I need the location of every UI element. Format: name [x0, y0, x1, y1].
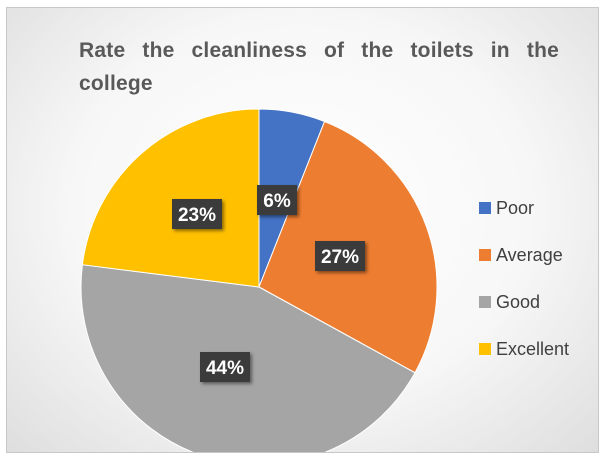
- pie-slices: [80, 108, 438, 452]
- data-label-box: [315, 241, 365, 271]
- legend-swatch-average: [479, 249, 491, 261]
- legend-swatch-poor: [479, 202, 491, 214]
- pie-slice-excellent: [81, 108, 260, 288]
- data-label-good: 44%: [200, 352, 250, 382]
- chart-area: Rate the cleanliness of the toilets in t…: [6, 7, 599, 453]
- legend-item-average: Average: [479, 244, 598, 268]
- data-label-excellent: 23%: [172, 199, 222, 229]
- legend-item-poor: Poor: [479, 197, 598, 221]
- chart-title: Rate the cleanliness of the toilets in t…: [79, 39, 559, 95]
- data-label-box: [200, 352, 250, 382]
- data-label-average: 27%: [315, 241, 365, 271]
- data-label-text: 27%: [321, 247, 359, 268]
- legend-label-excellent: Excellent: [496, 339, 570, 359]
- legend-swatch-good: [479, 296, 491, 308]
- legend-swatch-excellent: [479, 343, 491, 355]
- data-label-box: [172, 199, 222, 229]
- legend: Poor Average Good Excellent: [479, 197, 598, 385]
- pie-data-labels: 6% 27% 44% 23%: [172, 185, 365, 382]
- legend-label-poor: Poor: [496, 198, 535, 218]
- legend-label-average: Average: [496, 245, 563, 265]
- data-label-text: 6%: [263, 191, 291, 212]
- data-label-text: 44%: [206, 358, 244, 379]
- legend-item-excellent: Excellent: [479, 338, 598, 362]
- pie-chart: 6% 27% 44% 23%: [80, 108, 438, 452]
- data-label-poor: 6%: [257, 185, 297, 215]
- data-label-text: 23%: [178, 205, 216, 226]
- legend-item-good: Good: [479, 291, 598, 315]
- legend-label-good: Good: [496, 292, 541, 312]
- data-label-box: [257, 185, 297, 215]
